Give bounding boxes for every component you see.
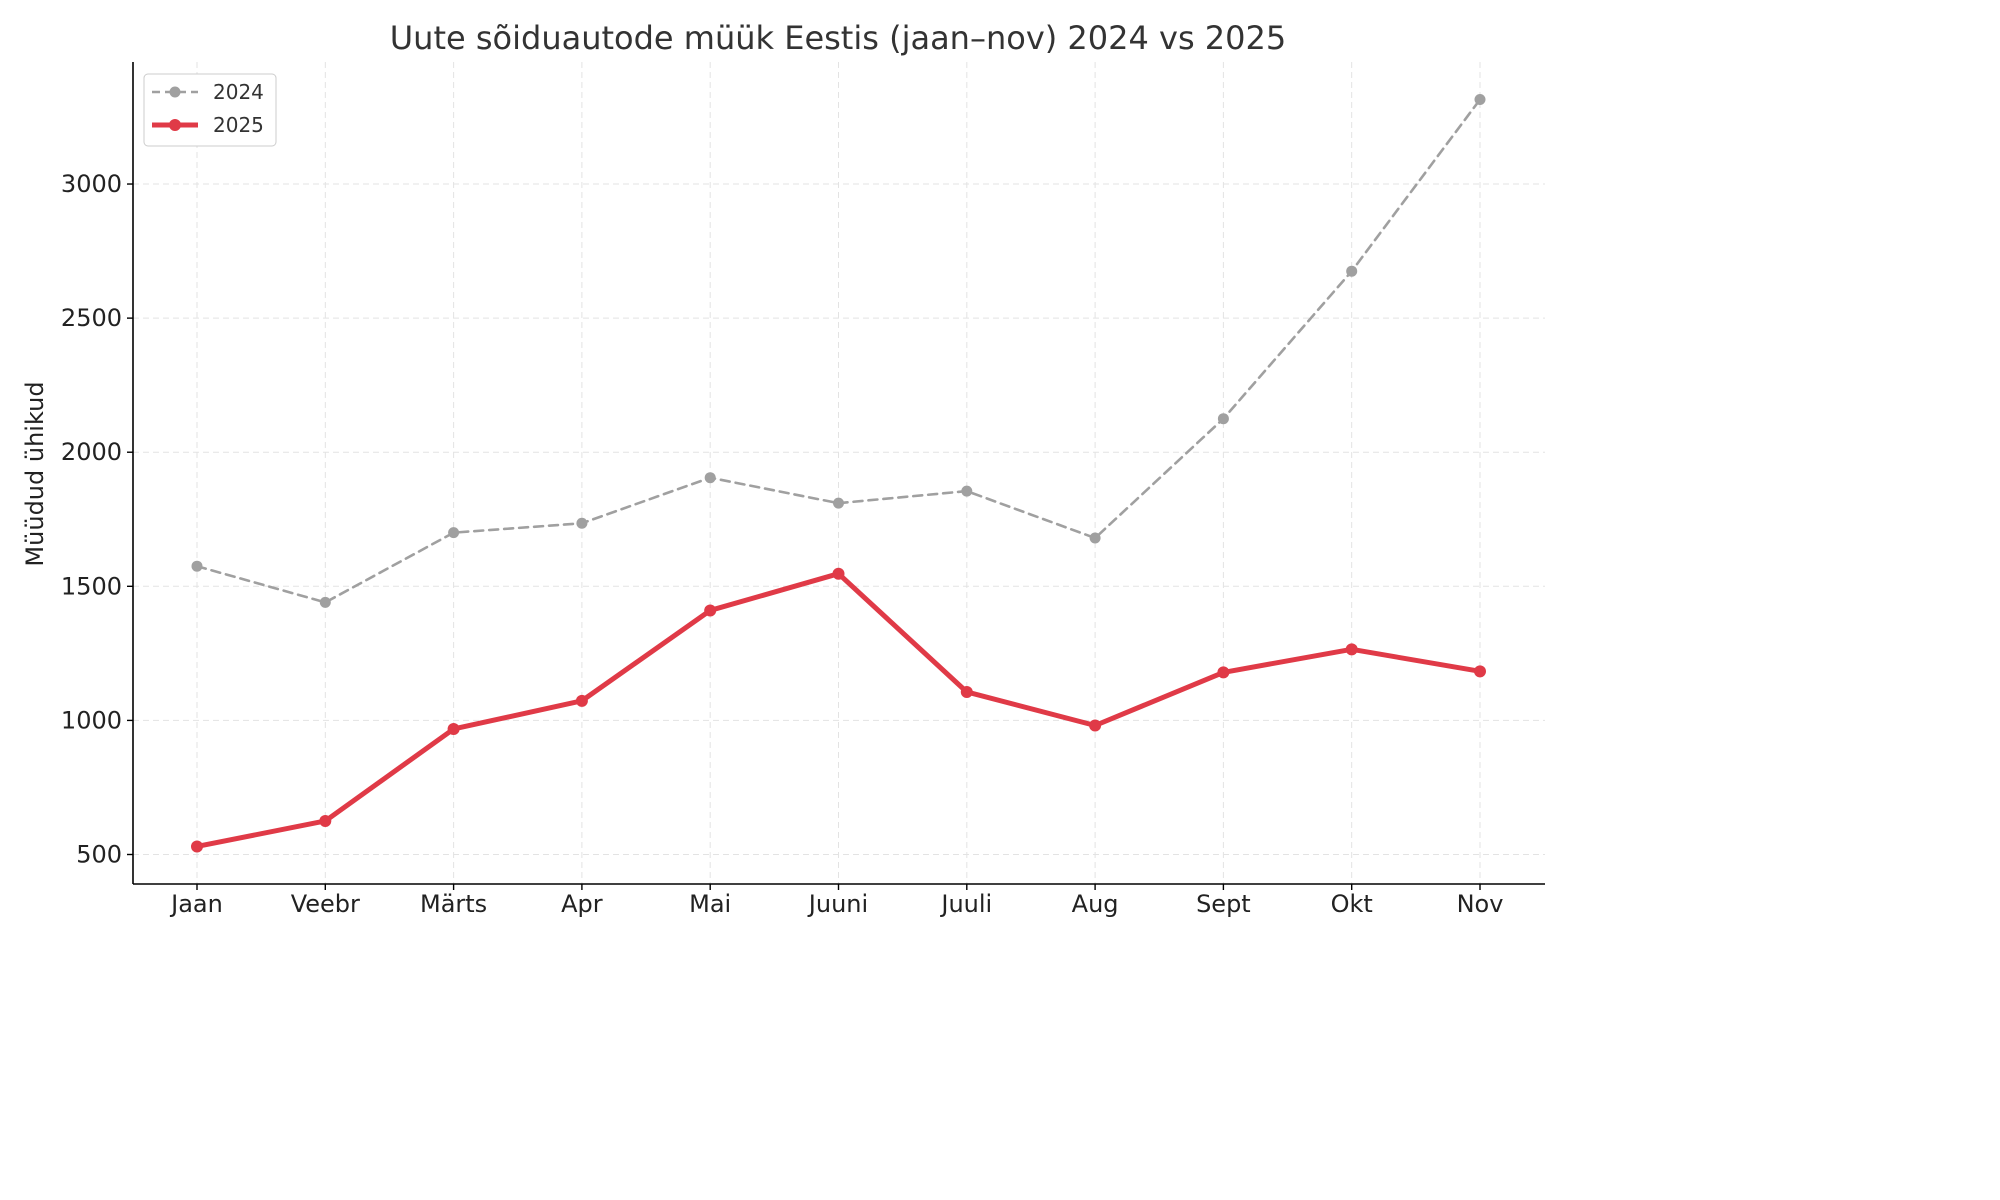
- x-tick-label: Märts: [420, 890, 487, 918]
- data-point-2025: [1474, 665, 1486, 678]
- data-point-2024: [576, 517, 588, 529]
- data-point-2025: [832, 567, 845, 580]
- data-point-2025: [704, 604, 717, 617]
- data-point-2024: [1346, 265, 1358, 277]
- x-tick-label: Juuni: [807, 890, 868, 918]
- data-point-2024: [1474, 94, 1486, 106]
- data-point-2025: [1345, 643, 1358, 656]
- y-tick-label: 2500: [61, 304, 122, 332]
- data-point-2024: [319, 596, 331, 608]
- x-tick-label: Sept: [1196, 890, 1251, 918]
- y-tick-label: 3000: [61, 170, 122, 198]
- data-point-2024: [1089, 532, 1101, 544]
- chart-title: Uute sõiduautode müük Eestis (jaan–nov) …: [390, 19, 1286, 57]
- line-chart: Uute sõiduautode müük Eestis (jaan–nov) …: [21, 19, 1545, 918]
- data-point-2024: [448, 527, 460, 539]
- data-point-2024: [191, 560, 203, 572]
- x-tick-label: Juuli: [939, 890, 992, 918]
- data-point-2024: [704, 472, 716, 484]
- x-tick-label: Jaan: [169, 890, 223, 918]
- y-tick-label: 2000: [61, 438, 122, 466]
- data-point-2025: [1217, 666, 1230, 679]
- x-tick-label: Okt: [1331, 890, 1373, 918]
- x-tick-label: Veebr: [291, 890, 360, 918]
- data-point-2025: [575, 694, 588, 707]
- legend-label-2025: 2025: [213, 113, 264, 137]
- y-tick-label: 500: [76, 840, 122, 868]
- data-point-2025: [447, 722, 460, 735]
- series-layer: [191, 94, 1486, 853]
- data-point-2024: [833, 497, 844, 509]
- x-tick-label: Mai: [689, 890, 731, 918]
- data-point-2025: [1089, 719, 1102, 732]
- data-point-2024: [1217, 413, 1229, 425]
- grid: [133, 62, 1545, 884]
- legend-label-2024: 2024: [213, 80, 264, 104]
- y-tick-label: 1500: [61, 572, 122, 600]
- data-point-2025: [960, 685, 973, 698]
- y-tick-label: 1000: [61, 706, 122, 734]
- x-tick-label: Nov: [1457, 890, 1504, 918]
- legend-marker-2024: [169, 86, 181, 98]
- data-point-2025: [191, 840, 203, 853]
- y-axis-label: Müüdud ühikud: [21, 381, 49, 566]
- x-tick-label: Apr: [561, 890, 603, 918]
- x-tick-label: Aug: [1072, 890, 1119, 918]
- legend: 2024 2025: [143, 73, 277, 147]
- legend-marker-2025: [169, 119, 181, 131]
- axes: 500 1000 1500 2000 2500 3000 Jaan Veebr Märts Apr…: [61, 62, 1545, 918]
- data-point-2025: [319, 814, 332, 827]
- data-point-2024: [961, 485, 973, 497]
